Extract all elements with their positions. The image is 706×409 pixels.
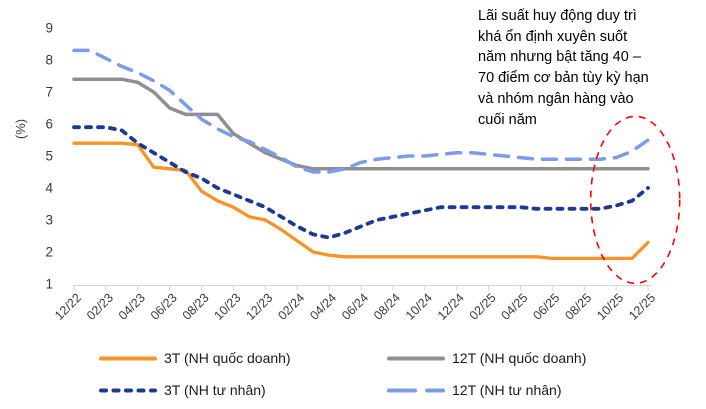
legend-label-12t-tu-nhan: 12T (NH tư nhân)	[452, 382, 562, 398]
annotation-text: Lãi suất huy động duy trì khá ổn định xu…	[478, 8, 649, 128]
x-tick-label: 12/24	[435, 291, 467, 323]
x-tick-label: 02/25	[467, 291, 499, 323]
y-tick-label: 1	[45, 277, 53, 292]
legend-item-3t-tu-nhan: 3T (NH tư nhân)	[99, 379, 387, 401]
y-tick-label: 4	[45, 181, 53, 196]
y-tick-label: 9	[45, 21, 53, 36]
x-tick-label: 10/23	[212, 291, 244, 323]
y-tick-label: 2	[45, 245, 53, 260]
y-axis-label: (%)	[13, 118, 28, 140]
legend-swatch-orange-solid	[99, 356, 157, 360]
legend-swatch-navy-dashed	[99, 388, 157, 392]
x-tick-label: 04/24	[307, 291, 339, 323]
series-line-3t-nh-tu-nhan	[72, 125, 650, 240]
x-tick-label: 02/23	[84, 291, 116, 323]
legend-item-12t-tu-nhan: 12T (NH tư nhân)	[387, 379, 586, 401]
x-tick-label: 04/23	[116, 291, 148, 323]
x-tick-label: 08/23	[180, 291, 212, 323]
x-tick-label: 06/23	[148, 291, 180, 323]
y-tick-label: 3	[45, 213, 53, 228]
x-tick-label: 06/25	[530, 291, 562, 323]
x-tick-label: 10/25	[594, 291, 626, 323]
x-tick-label: 12/23	[243, 291, 275, 323]
legend-label-3t-quoc-doanh: 3T (NH quốc doanh)	[164, 350, 291, 366]
x-tick-label: 12/25	[626, 291, 658, 323]
y-tick-label: 6	[45, 117, 53, 132]
legend-swatch-blue-long-dash	[387, 388, 445, 392]
x-tick-label: 04/25	[499, 291, 531, 323]
legend-item-3t-quoc-doanh: 3T (NH quốc doanh)	[99, 347, 387, 369]
x-tick-label: 12/22	[52, 291, 84, 323]
x-tick-label: 06/24	[339, 291, 371, 323]
y-tick-label: 7	[45, 85, 53, 100]
x-tick-label: 08/25	[562, 291, 594, 323]
x-tick-label: 10/24	[403, 291, 435, 323]
legend-item-12t-quoc-doanh: 12T (NH quốc doanh)	[387, 347, 586, 369]
series-line-12t-nh-quoc-doanh	[72, 77, 650, 171]
legend: 3T (NH quốc doanh) 12T (NH quốc doanh) 3…	[99, 347, 586, 401]
legend-label-3t-tu-nhan: 3T (NH tư nhân)	[164, 382, 266, 398]
series-line-12t-nh-tu-nhan	[72, 48, 650, 174]
x-tick-label: 08/24	[371, 291, 403, 323]
highlight-ellipse	[589, 115, 681, 285]
y-tick-label: 5	[45, 149, 53, 164]
series-line-3t-nh-quoc-doanh	[72, 141, 650, 261]
legend-label-12t-quoc-doanh: 12T (NH quốc doanh)	[452, 350, 587, 366]
y-tick-label: 8	[45, 53, 53, 68]
x-tick-label: 02/24	[275, 291, 307, 323]
legend-swatch-gray-solid	[387, 356, 445, 360]
